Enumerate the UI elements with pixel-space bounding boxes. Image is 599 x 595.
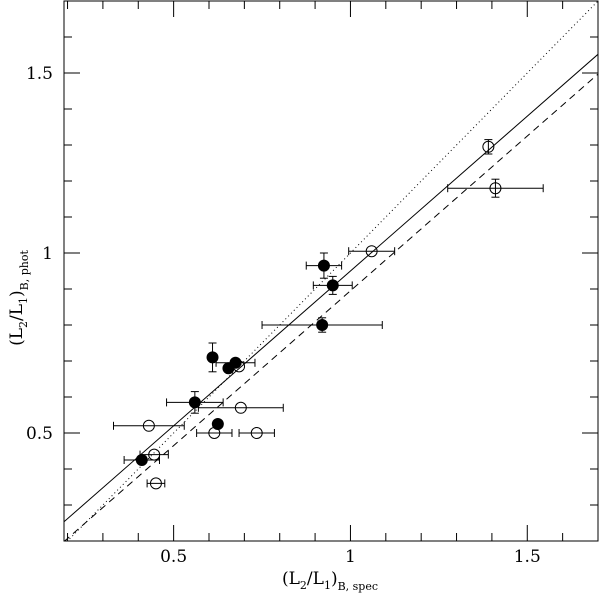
data-point <box>447 178 544 198</box>
x-tick-label: 1.5 <box>514 547 541 567</box>
open-marker <box>233 360 246 373</box>
data-point <box>197 401 284 414</box>
filled-marker <box>206 351 219 364</box>
open-marker <box>149 477 162 490</box>
open-marker <box>489 182 502 195</box>
filled-marker <box>326 279 339 292</box>
data-point <box>482 139 495 155</box>
y-tick-label: 1 <box>42 244 53 264</box>
data-point <box>139 448 169 461</box>
filled-marker <box>317 259 330 272</box>
filled-marker <box>135 454 148 466</box>
data-point <box>206 342 219 373</box>
x-axis-label: (L2/L1)B, spec <box>282 569 378 593</box>
open-marker <box>482 140 495 153</box>
data-point <box>166 391 224 414</box>
data-point <box>211 418 224 430</box>
open-marker <box>208 427 221 439</box>
open-marker <box>142 419 155 432</box>
open-marker <box>365 245 378 258</box>
open-marker <box>234 401 247 414</box>
plot-frame <box>63 0 599 542</box>
filled-marker <box>316 319 329 331</box>
data-point <box>238 427 275 439</box>
data-point <box>233 360 246 373</box>
data-points <box>113 139 544 490</box>
data-point <box>348 245 396 258</box>
filled-marker <box>211 418 224 430</box>
axis-ticks <box>64 0 599 542</box>
data-point <box>196 427 233 439</box>
data-point <box>146 477 166 490</box>
data-point <box>261 317 383 333</box>
tick-labels: 0.5 1 1.5 0.5 1 1.5 <box>26 64 541 567</box>
data-point <box>305 252 343 279</box>
filled-marker <box>188 396 201 409</box>
y-axis-label: (L2/L1)B, phot <box>7 250 31 346</box>
open-marker <box>148 448 161 461</box>
x-tick-label: 1 <box>345 547 356 567</box>
dashed-line <box>64 73 598 541</box>
y-tick-label: 1.5 <box>26 64 53 84</box>
x-tick-label: 0.5 <box>160 547 187 567</box>
data-point <box>113 419 185 432</box>
data-point <box>312 275 353 295</box>
y-tick-label: 0.5 <box>26 424 53 444</box>
open-marker <box>250 427 263 439</box>
